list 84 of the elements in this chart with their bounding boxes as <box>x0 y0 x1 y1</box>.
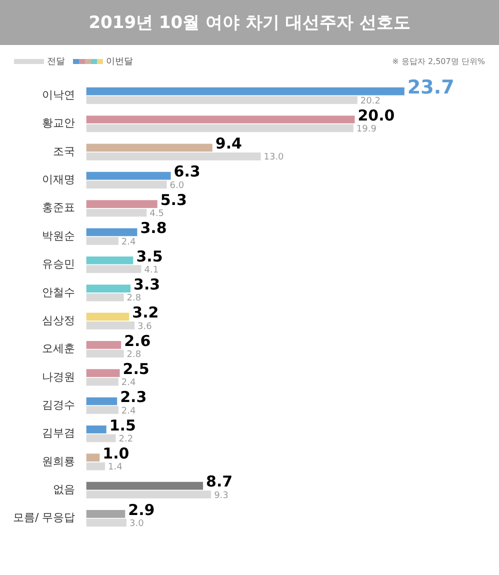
data-label: 1.0 <box>102 444 130 462</box>
y-tick-label: 김경수 <box>42 398 76 412</box>
data-label: 19.9 <box>356 124 377 135</box>
bar <box>86 172 171 180</box>
bar <box>86 180 167 189</box>
data-label: 2.4 <box>121 237 136 248</box>
data-label: 20.2 <box>360 96 380 106</box>
bar <box>86 434 116 442</box>
bar <box>86 208 147 217</box>
bar <box>86 237 118 245</box>
data-label: 3.5 <box>136 247 163 266</box>
legend-label: 전달 <box>47 57 65 67</box>
y-tick-label: 오세훈 <box>42 342 76 356</box>
data-label: 3.2 <box>132 304 159 322</box>
bar <box>86 322 135 330</box>
y-tick-label: 원희룡 <box>42 454 76 468</box>
y-tick-label: 이재명 <box>42 173 76 186</box>
y-tick-label: 이낙연 <box>42 88 76 102</box>
bar <box>86 96 358 104</box>
bar <box>86 228 138 236</box>
bar <box>86 87 404 96</box>
y-tick-label: 조국 <box>53 144 76 158</box>
data-label: 3.3 <box>134 275 160 294</box>
bar <box>86 284 131 292</box>
bar <box>86 256 134 264</box>
bar <box>86 144 212 152</box>
y-tick-label: 유승민 <box>42 258 76 271</box>
data-label: 9.4 <box>215 134 242 153</box>
y-tick-label: 박원순 <box>42 229 76 242</box>
data-label: 1.5 <box>109 416 136 434</box>
bar <box>86 116 355 124</box>
bar <box>86 518 126 527</box>
data-label: 2.4 <box>121 378 136 388</box>
y-tick-label: 없음 <box>53 482 76 496</box>
chart-title: 2019년 10월 여야 차기 대선주자 선호도 <box>0 0 499 45</box>
data-label: 2.8 <box>126 294 142 304</box>
data-label: 2.2 <box>118 434 134 444</box>
bar <box>86 510 126 518</box>
y-tick-label: 황교안 <box>42 116 76 130</box>
data-label: 8.7 <box>206 472 233 491</box>
data-label: 2.9 <box>128 500 155 519</box>
data-label: 3.6 <box>138 322 152 332</box>
data-label: 9.3 <box>214 490 228 501</box>
data-label: 1.4 <box>108 462 123 473</box>
data-label: 2.4 <box>121 406 136 416</box>
data-label: 13.0 <box>264 152 284 163</box>
y-tick-label: 심상정 <box>42 314 76 327</box>
bar <box>86 124 354 132</box>
bar <box>86 350 124 358</box>
bar <box>86 462 105 470</box>
y-tick-label: 나경원 <box>42 370 76 384</box>
bar <box>86 490 212 498</box>
data-label: 3.0 <box>129 519 144 530</box>
bar <box>86 293 124 302</box>
bar <box>86 406 118 414</box>
data-label: 4.5 <box>150 209 164 220</box>
bar <box>86 397 118 406</box>
bar <box>86 454 100 462</box>
data-label: 2.6 <box>124 332 151 350</box>
data-label: 4.1 <box>144 265 159 276</box>
bar <box>86 378 118 386</box>
data-label: 20.0 <box>358 106 395 124</box>
legend-label: 이번달 <box>106 57 133 67</box>
y-tick-label: 안철수 <box>42 286 76 299</box>
y-tick-label: 홍준표 <box>42 201 76 214</box>
data-label: 2.5 <box>122 360 150 378</box>
bar <box>86 312 130 321</box>
y-tick-label: 모름/ 무응답 <box>13 511 76 524</box>
data-label: 6.0 <box>170 180 184 191</box>
bar <box>86 425 106 434</box>
text: ※ 응답자 2,507명 단위% <box>392 57 485 66</box>
data-label: 23.7 <box>407 76 454 98</box>
bar <box>86 265 142 274</box>
data-label: 2.8 <box>126 350 142 360</box>
data-label: 3.8 <box>140 219 167 238</box>
bar <box>86 340 122 349</box>
bar <box>86 369 120 377</box>
data-label: 5.3 <box>160 190 187 209</box>
bar <box>86 200 158 208</box>
data-label: 6.3 <box>174 162 200 181</box>
bar <box>86 152 261 160</box>
data-label: 2.3 <box>120 388 147 406</box>
y-tick-label: 김부겸 <box>42 426 76 440</box>
bar <box>86 482 204 490</box>
